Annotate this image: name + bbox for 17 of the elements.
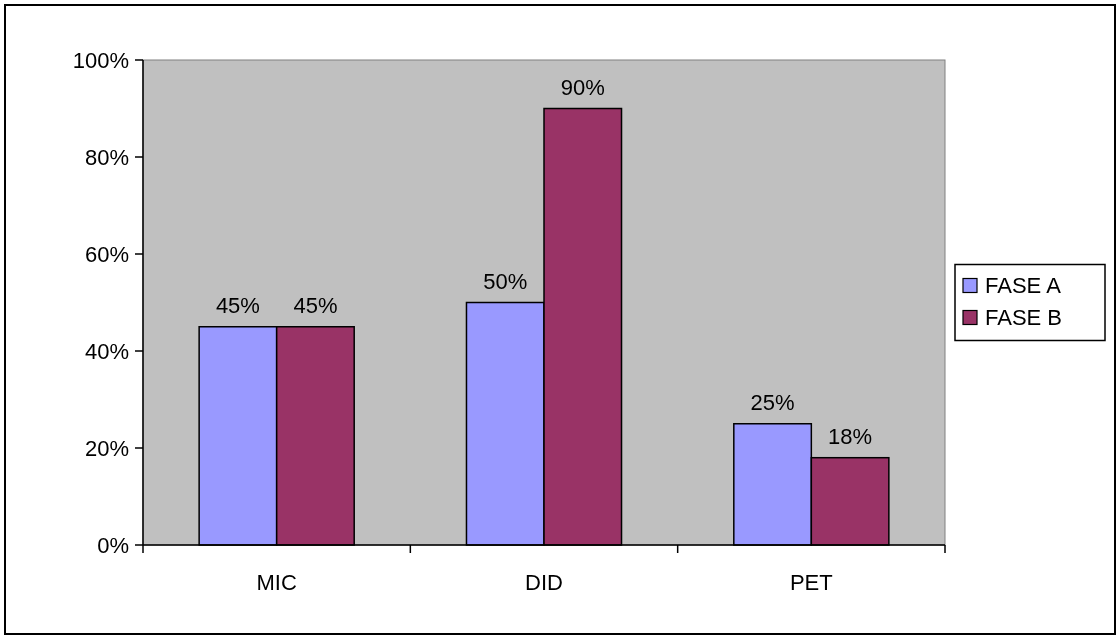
y-tick-label: 80%	[84, 144, 129, 170]
data-label: 25%	[750, 389, 795, 415]
x-tick-label: DID	[525, 570, 563, 595]
y-tick-label: 20%	[84, 435, 129, 461]
y-tick-label: 100%	[72, 47, 129, 73]
data-label: 45%	[215, 292, 260, 318]
y-tick-label: 0%	[97, 532, 129, 558]
y-tick-label: 60%	[84, 241, 129, 267]
x-tick-label: PET	[789, 570, 833, 595]
data-label: 50%	[483, 268, 528, 294]
data-label: 18%	[828, 423, 873, 449]
y-tick-label: 40%	[84, 338, 129, 364]
legend-label: FASE B	[985, 305, 1063, 331]
data-label: 90%	[560, 74, 605, 100]
x-tick-label: MIC	[256, 570, 297, 595]
data-label: 45%	[293, 292, 338, 318]
legend-label: FASE A	[985, 273, 1062, 299]
